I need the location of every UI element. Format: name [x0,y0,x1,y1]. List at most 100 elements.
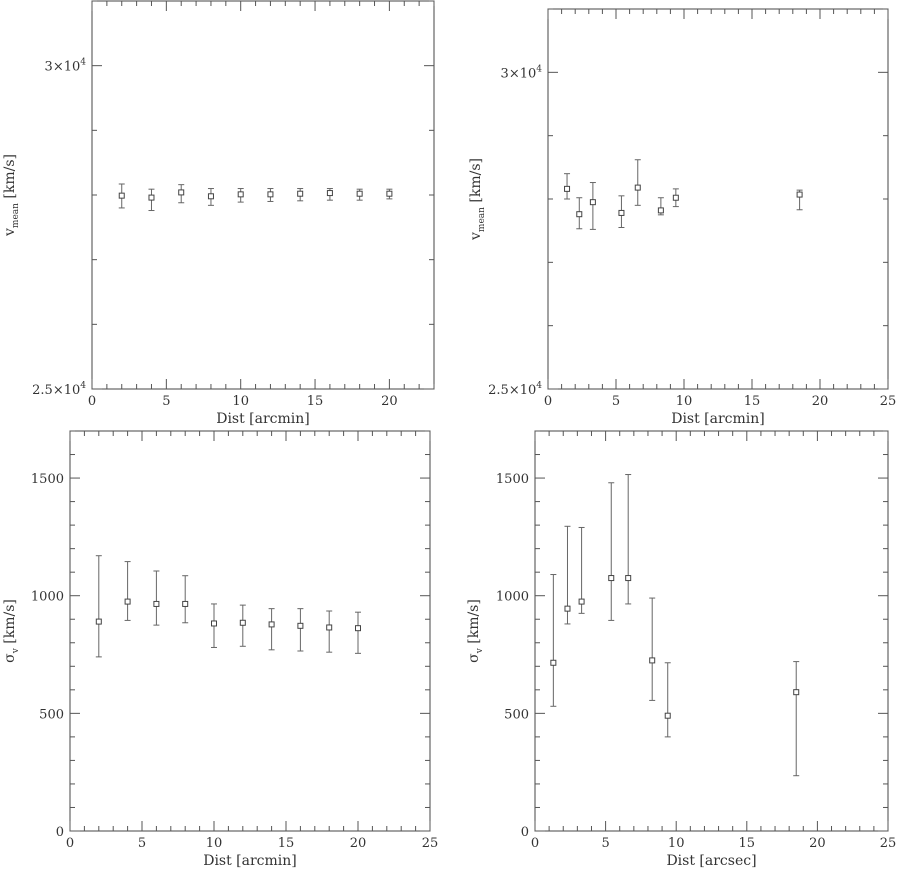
data-point [118,183,125,209]
y-axis-label: vmean [km/s] [468,158,487,241]
data-point [239,604,246,647]
data-point [618,195,625,228]
point-marker [589,199,596,206]
point-marker [796,191,803,198]
y-tick-label: 3×104 [501,64,543,81]
data-point [672,188,679,208]
data-point [386,188,393,200]
data-point [649,597,656,701]
x-tick-label: 0 [66,836,74,851]
point-marker [649,657,656,664]
point-marker [178,189,185,196]
x-tick-label: 20 [381,394,398,409]
x-tick-label: 20 [350,836,367,851]
data-point [793,661,800,777]
data-point [589,182,596,230]
x-tick-label: 10 [676,394,693,409]
data-point [356,188,363,201]
data-point [634,159,641,206]
y-tick-label: 1000 [496,590,529,605]
x-tick-label: 15 [307,394,324,409]
x-tick-label: 15 [744,394,761,409]
data-point [326,188,333,201]
data-point [625,474,632,605]
point-marker [356,190,363,197]
x-tick-label: 25 [422,836,439,851]
point-marker [793,689,800,696]
point-marker [564,605,571,612]
panel-top-left: 0 5 10 15 20 2.5×104 3×104 Dist [arcmin] vmean [… [2,0,435,427]
x-tick-label: 10 [668,836,685,851]
plot-frame [534,430,889,832]
y-axis-label: σv [km/s] [2,599,21,663]
point-marker [95,618,102,625]
data-point [664,662,671,738]
point-marker [672,194,679,201]
data-point [297,608,304,652]
point-marker [618,209,625,216]
x-tick-label: 5 [162,394,170,409]
point-marker [239,619,246,626]
x-tick-label: 0 [544,394,552,409]
y-tick-label: 0 [521,825,529,840]
x-axis-label: Dist [arcmin] [203,853,297,869]
y-tick-label: 500 [39,707,64,722]
point-marker [386,190,393,197]
point-marker [207,193,214,200]
data-point [95,555,102,658]
data-point [297,188,304,202]
data-point [148,188,155,212]
point-marker [664,712,671,719]
x-axis-label: Dist [arcmin] [671,411,765,427]
data-point [564,173,571,200]
y-tick-label: 1500 [496,472,529,487]
point-marker [297,622,304,629]
point-marker [634,184,641,191]
y-tick-label: 3×104 [45,58,87,75]
x-tick-label: 20 [812,394,829,409]
data-point [564,525,571,625]
data-point [207,188,214,206]
data-point [182,575,189,624]
data-point [267,188,274,202]
data-point [124,561,131,621]
point-marker [267,191,274,198]
x-axis-label: Dist [arcsec] [666,853,756,869]
x-tick-label: 0 [531,836,539,851]
point-marker [211,620,217,627]
data-point [550,574,557,707]
plot-frame [69,430,431,832]
point-marker [608,575,615,582]
data-point [578,526,585,614]
x-tick-label: 5 [138,836,146,851]
point-marker [564,185,571,192]
data-point [326,610,333,653]
point-marker [326,624,333,631]
point-marker [124,598,131,605]
data-point [211,603,217,648]
point-marker [576,211,583,218]
y-axis-label: vmean [km/s] [2,154,21,237]
y-axis-label: σv [km/s] [466,599,485,663]
x-tick-label: 25 [880,394,897,409]
point-marker [237,191,244,198]
point-marker [148,194,155,201]
point-marker [578,598,585,605]
point-marker [182,600,189,607]
x-tick-label: 0 [88,394,96,409]
point-marker [657,207,664,214]
x-tick-label: 5 [601,836,609,851]
data-point [178,184,185,204]
panel-top-right: 0 5 10 15 20 25 2.5×104 3×104 Dist [arcmin] vmean… [468,8,897,427]
point-marker [268,621,275,628]
plot-frame [91,0,435,390]
data-point [576,197,583,230]
data-point [796,189,803,211]
data-point [237,188,244,203]
data-point [355,611,361,654]
point-marker [153,600,160,607]
point-marker [355,625,361,632]
data-point [657,197,664,216]
y-tick-label: 500 [504,707,529,722]
